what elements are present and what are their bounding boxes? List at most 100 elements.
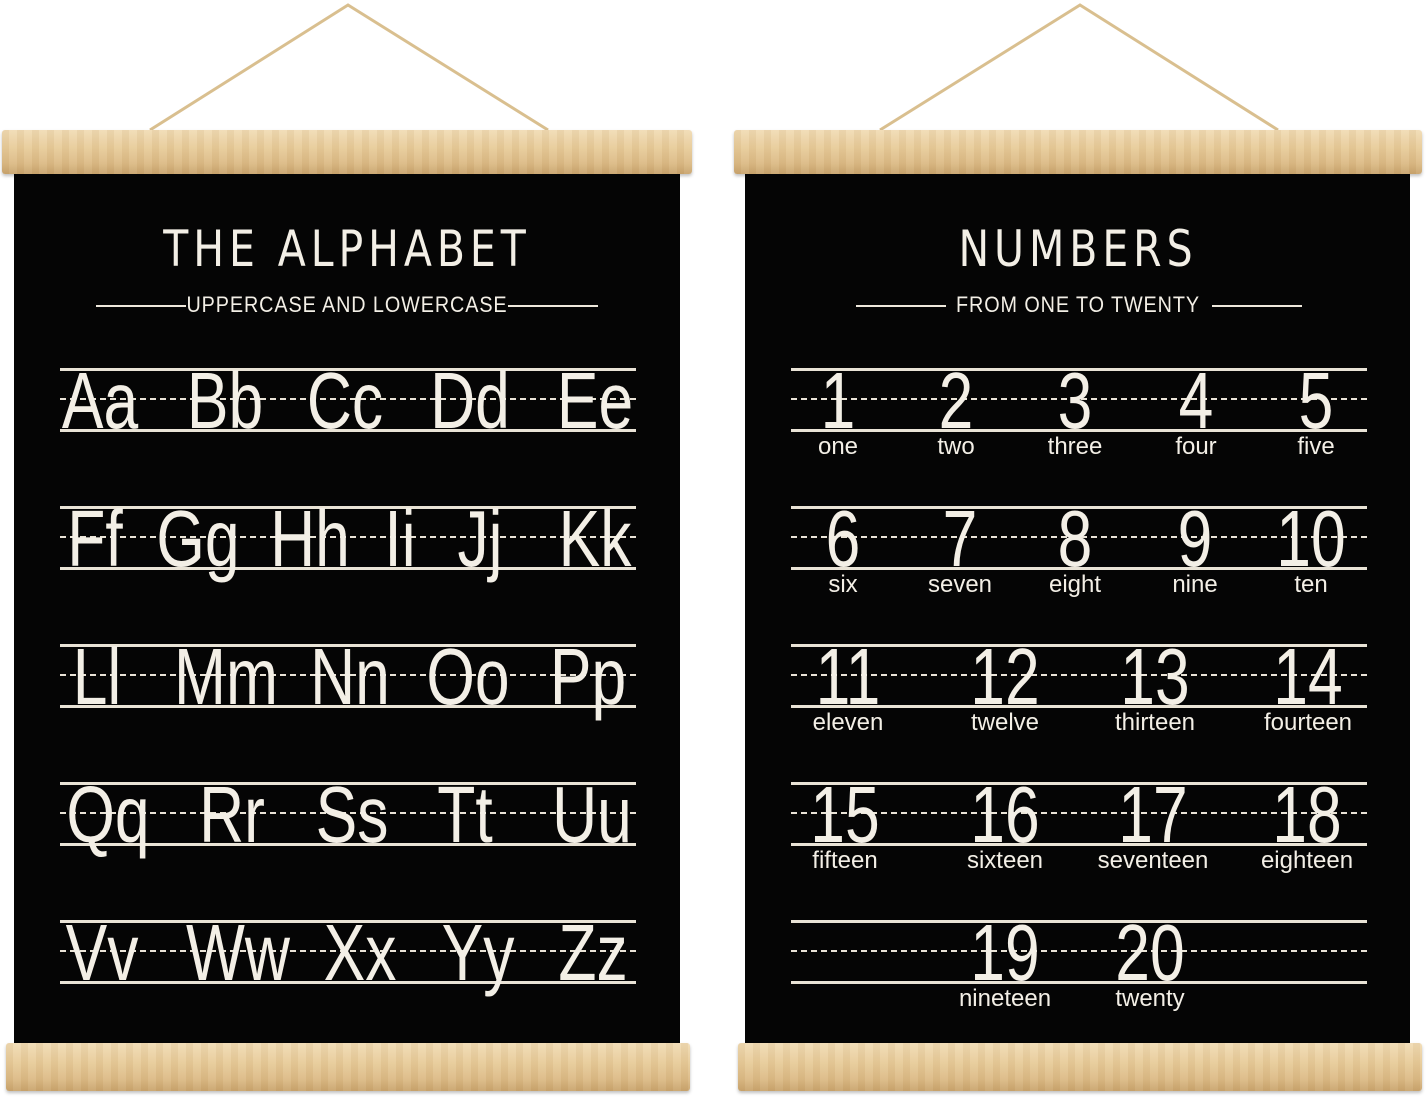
letter-pair: Jj xyxy=(457,494,503,583)
bottom-rod-left xyxy=(6,1043,690,1091)
number: 17 xyxy=(1118,770,1188,859)
number-word: eighteen xyxy=(1260,847,1354,874)
number: 2 xyxy=(938,356,974,445)
letter-pair: Vv xyxy=(65,908,139,997)
guide-top-line xyxy=(791,644,1367,647)
letter-pair: Yy xyxy=(441,908,515,997)
guide-top-line xyxy=(791,368,1367,371)
letter-pair: Tt xyxy=(437,770,493,859)
number: 3 xyxy=(1057,356,1093,445)
hanging-string-right xyxy=(879,3,1279,132)
subtitle-rule xyxy=(96,305,186,307)
subtitle-rule xyxy=(1212,305,1302,307)
number: 11 xyxy=(815,632,881,721)
guide-top-line xyxy=(791,920,1367,923)
number-word: six xyxy=(828,571,858,598)
number-word: sixteen xyxy=(966,847,1044,874)
number: 4 xyxy=(1178,356,1214,445)
guide-base-line xyxy=(60,981,636,984)
guide-mid-dashed-line xyxy=(791,812,1367,814)
letter-pair: Ii xyxy=(384,494,416,583)
number-word: eight xyxy=(1048,571,1102,598)
number-word: seventeen xyxy=(1097,847,1209,874)
guide-mid-dashed-line xyxy=(791,536,1367,538)
guide-top-line xyxy=(60,920,636,923)
number: 8 xyxy=(1057,494,1093,583)
number: 12 xyxy=(970,632,1040,721)
guide-top-line xyxy=(791,782,1367,785)
number: 18 xyxy=(1272,770,1342,859)
number: 19 xyxy=(970,908,1040,997)
guide-base-line xyxy=(60,567,636,570)
number-word: ten xyxy=(1294,571,1328,598)
number-word: two xyxy=(937,433,975,460)
guide-mid-dashed-line xyxy=(60,398,636,400)
number-word: one xyxy=(817,433,859,460)
letter-pair: Pp xyxy=(549,632,627,721)
guide-base-line xyxy=(791,981,1367,984)
guide-mid-dashed-line xyxy=(791,398,1367,400)
subtitle-rule xyxy=(508,305,598,307)
letter-pair: Hh xyxy=(270,494,350,583)
number-word: eleven xyxy=(812,709,884,736)
number: 9 xyxy=(1177,494,1213,583)
numbers-title: NUMBERS xyxy=(958,220,1198,278)
number-word: twenty xyxy=(1115,985,1185,1012)
subtitle-rule xyxy=(856,305,946,307)
letter-pair: Zz xyxy=(558,908,628,997)
letter-pair: Dd xyxy=(430,356,510,445)
guide-mid-dashed-line xyxy=(60,812,636,814)
number: 7 xyxy=(942,494,978,583)
guide-mid-dashed-line xyxy=(791,950,1367,952)
alphabet-title: THE ALPHABET xyxy=(163,220,531,278)
number-word: nine xyxy=(1172,571,1218,598)
number-word: four xyxy=(1175,433,1217,460)
letter-pair: Nn xyxy=(310,632,390,721)
number: 10 xyxy=(1276,494,1346,583)
guide-base-line xyxy=(60,429,636,432)
number: 5 xyxy=(1298,356,1334,445)
number: 16 xyxy=(970,770,1040,859)
guide-mid-dashed-line xyxy=(791,674,1367,676)
hanging-string-left xyxy=(149,3,549,132)
letter-pair: Oo xyxy=(426,632,510,721)
alphabet-subtitle: UPPERCASE AND LOWERCASE xyxy=(186,292,508,317)
number-word: fifteen xyxy=(812,847,878,874)
letter-pair: Ee xyxy=(556,356,634,445)
guide-top-line xyxy=(60,644,636,647)
guide-base-line xyxy=(60,843,636,846)
bottom-rod-right xyxy=(738,1043,1422,1091)
number: 15 xyxy=(810,770,880,859)
guide-mid-dashed-line xyxy=(60,674,636,676)
number-word: thirteen xyxy=(1114,709,1196,736)
number: 14 xyxy=(1273,632,1343,721)
number-word: fourteen xyxy=(1263,709,1353,736)
guide-base-line xyxy=(791,843,1367,846)
number-word: seven xyxy=(927,571,993,598)
number: 13 xyxy=(1120,632,1190,721)
letter-pair: Qq xyxy=(66,770,150,859)
letter-pair: Aa xyxy=(61,356,139,445)
letter-pair: Uu xyxy=(552,770,632,859)
letter-pair: Mm xyxy=(174,632,278,721)
letter-pair: Gg xyxy=(156,494,240,583)
guide-base-line xyxy=(791,567,1367,570)
guide-top-line xyxy=(60,506,636,509)
top-rod-left xyxy=(2,130,692,174)
number-word: twelve xyxy=(970,709,1040,736)
guide-mid-dashed-line xyxy=(60,536,636,538)
numbers-subtitle: FROM ONE TO TWENTY xyxy=(956,292,1200,317)
letter-pair: Cc xyxy=(306,356,384,445)
top-rod-right xyxy=(734,130,1422,174)
guide-top-line xyxy=(60,782,636,785)
letter-pair: Kk xyxy=(558,494,632,583)
guide-top-line xyxy=(60,368,636,371)
letter-pair: Ll xyxy=(72,632,122,721)
alphabet-poster xyxy=(14,165,680,1050)
number-word: three xyxy=(1047,433,1103,460)
number-word: five xyxy=(1297,433,1335,460)
number: 20 xyxy=(1115,908,1185,997)
hanging-strings xyxy=(149,3,1279,132)
letter-pair: Xx xyxy=(323,908,397,997)
number-word: nineteen xyxy=(958,985,1052,1012)
